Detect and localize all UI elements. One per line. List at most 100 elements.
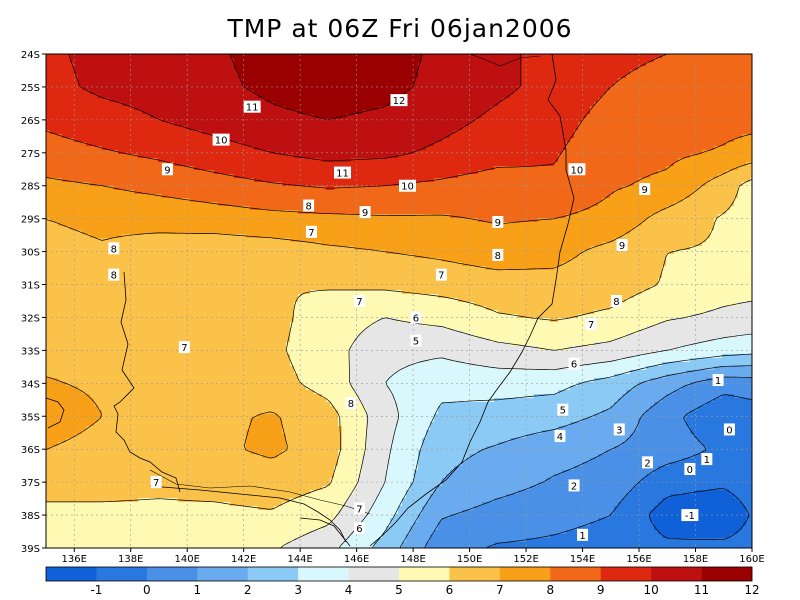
field-cell	[46, 58, 51, 63]
field-cell	[130, 78, 135, 83]
field-cell	[198, 110, 203, 115]
field-cell	[642, 70, 647, 75]
field-cell	[118, 102, 123, 107]
field-cell	[198, 106, 203, 111]
field-cell	[166, 90, 171, 95]
field-cell	[322, 130, 327, 135]
field-cell	[274, 78, 279, 83]
field-cell	[618, 106, 623, 111]
field-cell	[558, 142, 563, 147]
field-cell	[278, 142, 283, 147]
field-cell	[670, 138, 675, 143]
field-cell	[306, 98, 311, 103]
field-cell	[598, 86, 603, 91]
field-cell	[570, 74, 575, 79]
field-cell	[170, 122, 175, 127]
field-cell	[570, 78, 575, 83]
field-cell	[206, 130, 211, 135]
field-cell	[274, 150, 279, 155]
field-cell	[582, 54, 587, 59]
field-cell	[70, 146, 75, 151]
field-cell	[598, 70, 603, 75]
field-cell	[294, 134, 299, 139]
field-cell	[666, 142, 671, 147]
field-cell	[418, 58, 423, 63]
field-cell	[574, 130, 579, 135]
field-cell	[330, 162, 335, 167]
field-cell	[578, 142, 583, 147]
field-cell	[266, 62, 271, 67]
field-cell	[54, 98, 59, 103]
field-cell	[630, 58, 635, 63]
field-cell	[458, 110, 463, 115]
field-cell	[418, 138, 423, 143]
field-cell	[590, 158, 595, 163]
field-cell	[82, 74, 87, 79]
field-cell	[630, 114, 635, 119]
field-cell	[630, 142, 635, 147]
field-cell	[742, 146, 747, 151]
field-cell	[614, 90, 619, 95]
field-cell	[654, 82, 659, 87]
field-cell	[66, 98, 71, 103]
field-cell	[226, 98, 231, 103]
field-cell	[514, 94, 519, 99]
field-cell	[358, 74, 363, 79]
field-cell	[698, 130, 703, 135]
field-cell	[422, 78, 427, 83]
field-cell	[118, 114, 123, 119]
field-cell	[538, 106, 543, 111]
field-cell	[582, 86, 587, 91]
field-cell	[358, 86, 363, 91]
field-cell	[590, 78, 595, 83]
field-cell	[418, 126, 423, 131]
field-cell	[290, 158, 295, 163]
field-cell	[542, 114, 547, 119]
field-cell	[642, 86, 647, 91]
field-cell	[554, 102, 559, 107]
field-cell	[466, 146, 471, 151]
field-cell	[554, 126, 559, 131]
field-cell	[662, 146, 667, 151]
field-cell	[658, 74, 663, 79]
field-cell	[650, 150, 655, 155]
field-cell	[230, 154, 235, 159]
field-cell	[414, 114, 419, 119]
field-cell	[370, 70, 375, 75]
field-cell	[354, 98, 359, 103]
field-cell	[370, 138, 375, 143]
field-cell	[166, 158, 171, 163]
field-cell	[122, 94, 127, 99]
field-cell	[634, 138, 639, 143]
field-cell	[574, 82, 579, 87]
field-cell	[626, 110, 631, 115]
field-cell	[558, 94, 563, 99]
field-cell	[506, 102, 511, 107]
field-cell	[650, 66, 655, 71]
field-cell	[426, 86, 431, 91]
field-cell	[194, 94, 199, 99]
field-cell	[470, 86, 475, 91]
field-cell	[194, 146, 199, 151]
field-cell	[678, 118, 683, 123]
field-cell	[234, 150, 239, 155]
field-cell	[350, 62, 355, 67]
field-cell	[582, 90, 587, 95]
field-cell	[242, 162, 247, 167]
field-cell	[346, 66, 351, 71]
field-cell	[546, 58, 551, 63]
field-cell	[330, 110, 335, 115]
field-cell	[170, 94, 175, 99]
field-cell	[226, 82, 231, 87]
field-cell	[194, 74, 199, 79]
field-cell	[102, 82, 107, 87]
field-cell	[434, 158, 439, 163]
field-cell	[730, 90, 735, 95]
field-cell	[682, 94, 687, 99]
field-cell	[338, 154, 343, 159]
field-cell	[150, 106, 155, 111]
field-cell	[570, 58, 575, 63]
field-cell	[210, 134, 215, 139]
field-cell	[554, 142, 559, 147]
field-cell	[70, 122, 75, 127]
